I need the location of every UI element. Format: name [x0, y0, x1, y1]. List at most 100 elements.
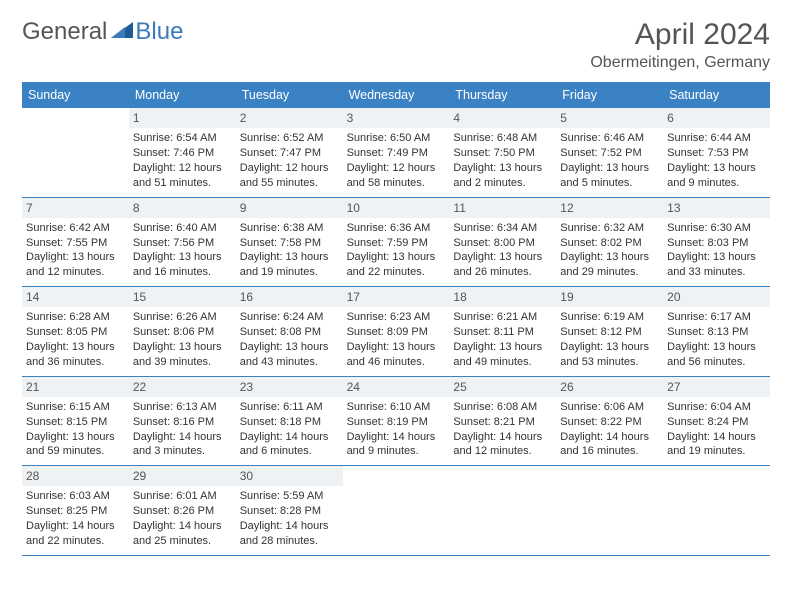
day-number: 20 [663, 287, 770, 307]
day-sunset: Sunset: 8:21 PM [453, 415, 552, 430]
day-sunrise: Sunrise: 6:21 AM [453, 310, 552, 325]
day-daylight1: Daylight: 13 hours [453, 340, 552, 355]
day-number: 3 [343, 108, 450, 128]
day-daylight1: Daylight: 14 hours [347, 430, 446, 445]
day-cell [449, 466, 556, 555]
day-daylight1: Daylight: 14 hours [560, 430, 659, 445]
day-daylight1: Daylight: 13 hours [240, 250, 339, 265]
day-daylight1: Daylight: 14 hours [453, 430, 552, 445]
day-sunrise: Sunrise: 6:26 AM [133, 310, 232, 325]
logo-text-general: General [22, 18, 107, 46]
day-daylight1: Daylight: 14 hours [26, 519, 125, 534]
day-cell: 20Sunrise: 6:17 AMSunset: 8:13 PMDayligh… [663, 287, 770, 376]
day-cell [556, 466, 663, 555]
header: General Blue April 2024 Obermeitingen, G… [22, 18, 770, 72]
day-sunset: Sunset: 8:09 PM [347, 325, 446, 340]
day-daylight2: and 28 minutes. [240, 534, 339, 549]
day-number: 2 [236, 108, 343, 128]
day-daylight1: Daylight: 13 hours [667, 340, 766, 355]
day-sunrise: Sunrise: 6:40 AM [133, 221, 232, 236]
day-daylight2: and 19 minutes. [240, 265, 339, 280]
day-sunrise: Sunrise: 6:10 AM [347, 400, 446, 415]
day-sunset: Sunset: 8:22 PM [560, 415, 659, 430]
day-number: 9 [236, 198, 343, 218]
day-daylight2: and 55 minutes. [240, 176, 339, 191]
day-daylight2: and 33 minutes. [667, 265, 766, 280]
day-sunrise: Sunrise: 6:06 AM [560, 400, 659, 415]
day-daylight1: Daylight: 13 hours [347, 250, 446, 265]
logo: General Blue [22, 18, 183, 46]
day-cell: 15Sunrise: 6:26 AMSunset: 8:06 PMDayligh… [129, 287, 236, 376]
day-daylight1: Daylight: 13 hours [133, 340, 232, 355]
weekday-friday: Friday [556, 82, 663, 108]
day-daylight2: and 22 minutes. [347, 265, 446, 280]
day-sunrise: Sunrise: 6:38 AM [240, 221, 339, 236]
day-cell: 21 Sunrise: 6:15 AMSunset: 8:15 PMDayligh… [22, 377, 129, 466]
week-row: 28Sunrise: 6:03 AMSunset: 8:25 PMDayligh… [22, 466, 770, 556]
day-number: 27 [663, 377, 770, 397]
weekday-wednesday: Wednesday [343, 82, 450, 108]
day-sunset: Sunset: 7:56 PM [133, 236, 232, 251]
day-sunset: Sunset: 7:50 PM [453, 146, 552, 161]
day-sunset: Sunset: 7:55 PM [26, 236, 125, 251]
day-daylight1: Daylight: 13 hours [560, 250, 659, 265]
day-daylight1: Daylight: 14 hours [667, 430, 766, 445]
day-number: 18 [449, 287, 556, 307]
day-cell: 13Sunrise: 6:30 AMSunset: 8:03 PMDayligh… [663, 198, 770, 287]
day-number: 4 [449, 108, 556, 128]
day-cell: 11Sunrise: 6:34 AMSunset: 8:00 PMDayligh… [449, 198, 556, 287]
month-year: April 2024 [590, 18, 770, 52]
day-number: 7 [22, 198, 129, 218]
day-number: 6 [663, 108, 770, 128]
day-number: 16 [236, 287, 343, 307]
day-daylight1: Daylight: 13 hours [26, 250, 125, 265]
calendar: Sunday Monday Tuesday Wednesday Thursday… [22, 82, 770, 556]
day-cell: 27Sunrise: 6:04 AMSunset: 8:24 PMDayligh… [663, 377, 770, 466]
day-sunset: Sunset: 8:11 PM [453, 325, 552, 340]
day-number: 13 [663, 198, 770, 218]
day-sunrise: Sunrise: 6:04 AM [667, 400, 766, 415]
day-daylight2: and 2 minutes. [453, 176, 552, 191]
weeks-container: 1Sunrise: 6:54 AMSunset: 7:46 PMDaylight… [22, 108, 770, 556]
day-number: 1 [129, 108, 236, 128]
day-cell: 29Sunrise: 6:01 AMSunset: 8:26 PMDayligh… [129, 466, 236, 555]
day-daylight1: Daylight: 14 hours [133, 519, 232, 534]
week-row: 14Sunrise: 6:28 AMSunset: 8:05 PMDayligh… [22, 287, 770, 377]
day-sunrise: Sunrise: 6:23 AM [347, 310, 446, 325]
day-sunset: Sunset: 8:15 PM [26, 415, 125, 430]
day-sunset: Sunset: 8:26 PM [133, 504, 232, 519]
day-number: 15 [129, 287, 236, 307]
day-sunset: Sunset: 7:59 PM [347, 236, 446, 251]
day-cell: 19Sunrise: 6:19 AMSunset: 8:12 PMDayligh… [556, 287, 663, 376]
day-sunset: Sunset: 8:16 PM [133, 415, 232, 430]
day-daylight2: and 53 minutes. [560, 355, 659, 370]
day-cell: 8Sunrise: 6:40 AMSunset: 7:56 PMDaylight… [129, 198, 236, 287]
day-cell: 28Sunrise: 6:03 AMSunset: 8:25 PMDayligh… [22, 466, 129, 555]
day-sunset: Sunset: 7:46 PM [133, 146, 232, 161]
day-cell: 10Sunrise: 6:36 AMSunset: 7:59 PMDayligh… [343, 198, 450, 287]
day-sunrise: Sunrise: 6:15 AM [26, 400, 125, 415]
day-cell [663, 466, 770, 555]
day-sunset: Sunset: 7:53 PM [667, 146, 766, 161]
day-daylight2: and 16 minutes. [560, 444, 659, 459]
day-daylight2: and 43 minutes. [240, 355, 339, 370]
day-number: 12 [556, 198, 663, 218]
day-number: 10 [343, 198, 450, 218]
week-row: 21Sunrise: 6:15 AMSunset: 8:15 PMDayligh… [22, 377, 770, 467]
day-daylight1: Daylight: 13 hours [453, 161, 552, 176]
day-daylight2: and 12 minutes. [26, 265, 125, 280]
day-cell: 23Sunrise: 6:11 AMSunset: 8:18 PMDayligh… [236, 377, 343, 466]
weekday-row: Sunday Monday Tuesday Wednesday Thursday… [22, 82, 770, 108]
day-number: 19 [556, 287, 663, 307]
day-number: 21 [22, 377, 129, 397]
day-sunrise: Sunrise: 6:24 AM [240, 310, 339, 325]
day-daylight1: Daylight: 14 hours [133, 430, 232, 445]
day-daylight1: Daylight: 14 hours [240, 519, 339, 534]
day-cell: 6Sunrise: 6:44 AMSunset: 7:53 PMDaylight… [663, 108, 770, 197]
day-daylight1: Daylight: 13 hours [667, 161, 766, 176]
day-daylight2: and 39 minutes. [133, 355, 232, 370]
day-daylight1: Daylight: 13 hours [26, 430, 125, 445]
day-daylight2: and 22 minutes. [26, 534, 125, 549]
day-sunset: Sunset: 8:12 PM [560, 325, 659, 340]
day-daylight2: and 6 minutes. [240, 444, 339, 459]
